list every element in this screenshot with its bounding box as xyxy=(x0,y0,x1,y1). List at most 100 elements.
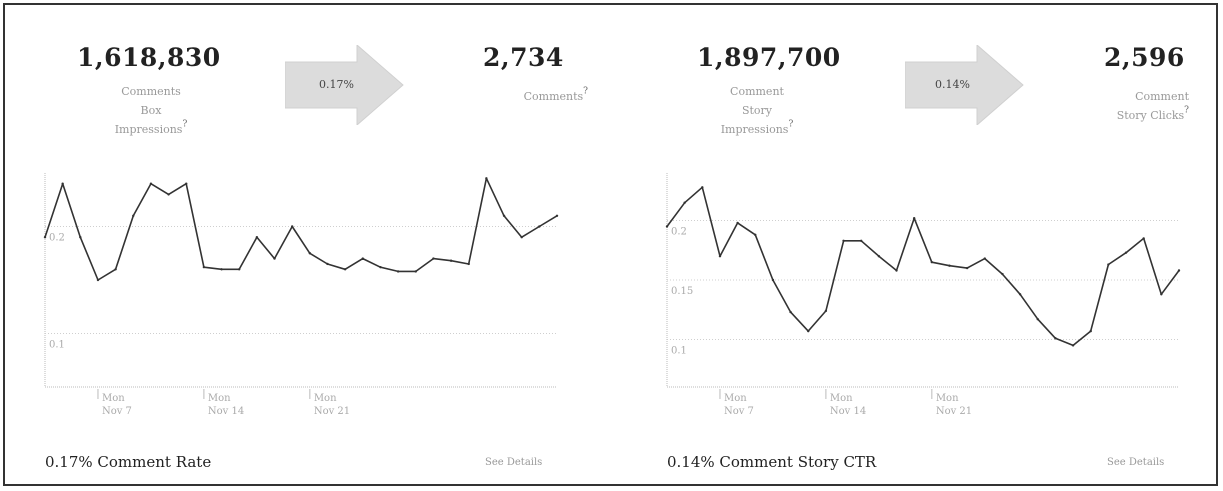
impressions-label: Comment Story Impressions xyxy=(720,85,789,136)
data-point xyxy=(538,225,541,228)
data-point xyxy=(983,257,986,260)
data-point xyxy=(432,257,435,260)
conversion-rate: 0.14% xyxy=(935,78,970,91)
data-point xyxy=(736,221,739,225)
clicks-help-icon[interactable]: ? xyxy=(1184,105,1189,116)
data-point xyxy=(860,239,863,242)
data-point xyxy=(771,278,775,282)
data-point xyxy=(1177,269,1181,272)
x-tick-label: Mon xyxy=(724,393,747,404)
x-tick-label: Nov 14 xyxy=(830,406,866,417)
clicks-label: Comment Story Clicks xyxy=(1116,90,1189,122)
data-point xyxy=(520,236,523,239)
data-point xyxy=(842,239,845,242)
data-point xyxy=(114,268,117,271)
data-point xyxy=(167,193,170,196)
data-point xyxy=(79,236,82,239)
x-tick-label: Nov 21 xyxy=(936,406,972,417)
data-point xyxy=(718,255,722,258)
data-point xyxy=(449,259,453,262)
data-point xyxy=(1018,293,1022,296)
data-point xyxy=(290,225,294,228)
data-point xyxy=(273,257,276,260)
data-point xyxy=(1071,344,1075,347)
data-point xyxy=(1160,293,1163,296)
arrow-icon xyxy=(285,45,404,125)
data-point xyxy=(502,214,506,217)
data-point xyxy=(965,266,969,270)
story-ctr-chart: 0.1 0.15 0.2 Mon Nov 7 Mon Nov 14 Mon Nov 21 xyxy=(665,173,1181,417)
data-point xyxy=(1107,263,1110,266)
data-point xyxy=(1089,329,1092,333)
x-tick-label: Mon xyxy=(936,393,959,404)
data-point xyxy=(308,252,312,255)
data-point xyxy=(414,270,417,273)
data-point xyxy=(132,214,135,217)
data-point xyxy=(683,201,686,204)
data-point xyxy=(149,182,153,185)
arrow-icon xyxy=(905,45,1024,125)
story-panel: 1,897,700 Comment Story Impressions? 0.1… xyxy=(657,5,1217,484)
footer-title: 0.14% Comment Story CTR xyxy=(667,453,877,471)
x-tick-label: Mon xyxy=(830,393,853,404)
data-point xyxy=(185,182,188,185)
data-point xyxy=(396,270,400,273)
data-point xyxy=(61,182,64,185)
data-point xyxy=(238,268,241,271)
data-point xyxy=(485,177,488,180)
footer-title: 0.17% Comment Rate xyxy=(45,453,212,471)
comment-rate-chart: 0.1 0.2 Mon Nov 7 Mon Nov 14 Mon Nov 21 xyxy=(43,173,559,417)
comments-help-icon[interactable]: ? xyxy=(583,86,588,97)
data-point xyxy=(379,265,382,269)
data-point xyxy=(202,265,206,269)
data-point xyxy=(754,233,757,237)
data-point xyxy=(895,269,898,272)
y-tick-label: 0.1 xyxy=(49,340,65,351)
data-point xyxy=(220,268,223,271)
impressions-value: 1,897,700 xyxy=(697,43,841,72)
data-point xyxy=(43,236,47,239)
x-tick-label: Nov 7 xyxy=(724,406,754,417)
y-tick-label: 0.2 xyxy=(49,233,65,244)
data-point xyxy=(1054,337,1057,340)
impressions-label: Comments Box Impressions xyxy=(114,85,183,136)
see-details-link[interactable]: See Details xyxy=(485,457,543,468)
comments-label: Comments xyxy=(523,90,584,103)
y-tick-label: 0.2 xyxy=(671,227,687,238)
y-tick-label: 0.1 xyxy=(671,345,687,356)
data-point xyxy=(555,214,559,217)
x-tick-label: Mon xyxy=(208,393,231,404)
x-tick-label: Mon xyxy=(314,393,337,404)
data-point xyxy=(361,257,364,260)
data-point xyxy=(343,268,347,271)
data-point xyxy=(877,255,881,258)
data-point xyxy=(948,264,951,267)
dashboard-frame: 1,618,830 Comments Box Impressions? 0.17… xyxy=(3,3,1218,486)
data-point xyxy=(665,225,669,228)
data-point xyxy=(1036,318,1039,321)
impressions-help-icon[interactable]: ? xyxy=(788,119,794,130)
data-point xyxy=(912,216,916,220)
data-point xyxy=(1001,272,1004,276)
data-point xyxy=(789,310,792,314)
see-details-link[interactable]: See Details xyxy=(1107,457,1165,468)
data-point xyxy=(930,260,934,264)
data-point xyxy=(467,262,470,266)
x-tick-label: Nov 7 xyxy=(102,406,132,417)
data-point xyxy=(824,309,828,313)
impressions-value: 1,618,830 xyxy=(77,43,221,72)
x-tick-label: Nov 14 xyxy=(208,406,244,417)
data-point xyxy=(1124,251,1128,254)
data-point xyxy=(1142,237,1145,240)
data-point xyxy=(326,262,329,266)
comments-value: 2,734 xyxy=(483,43,564,72)
impressions-help-icon[interactable]: ? xyxy=(182,119,188,130)
series-line xyxy=(666,186,1180,347)
y-tick-label: 0.15 xyxy=(671,286,693,297)
x-tick-label: Mon xyxy=(102,393,125,404)
data-point xyxy=(96,278,100,282)
data-point xyxy=(807,329,810,333)
data-point xyxy=(701,186,704,189)
clicks-value: 2,596 xyxy=(1104,43,1185,72)
x-tick-label: Nov 21 xyxy=(314,406,350,417)
